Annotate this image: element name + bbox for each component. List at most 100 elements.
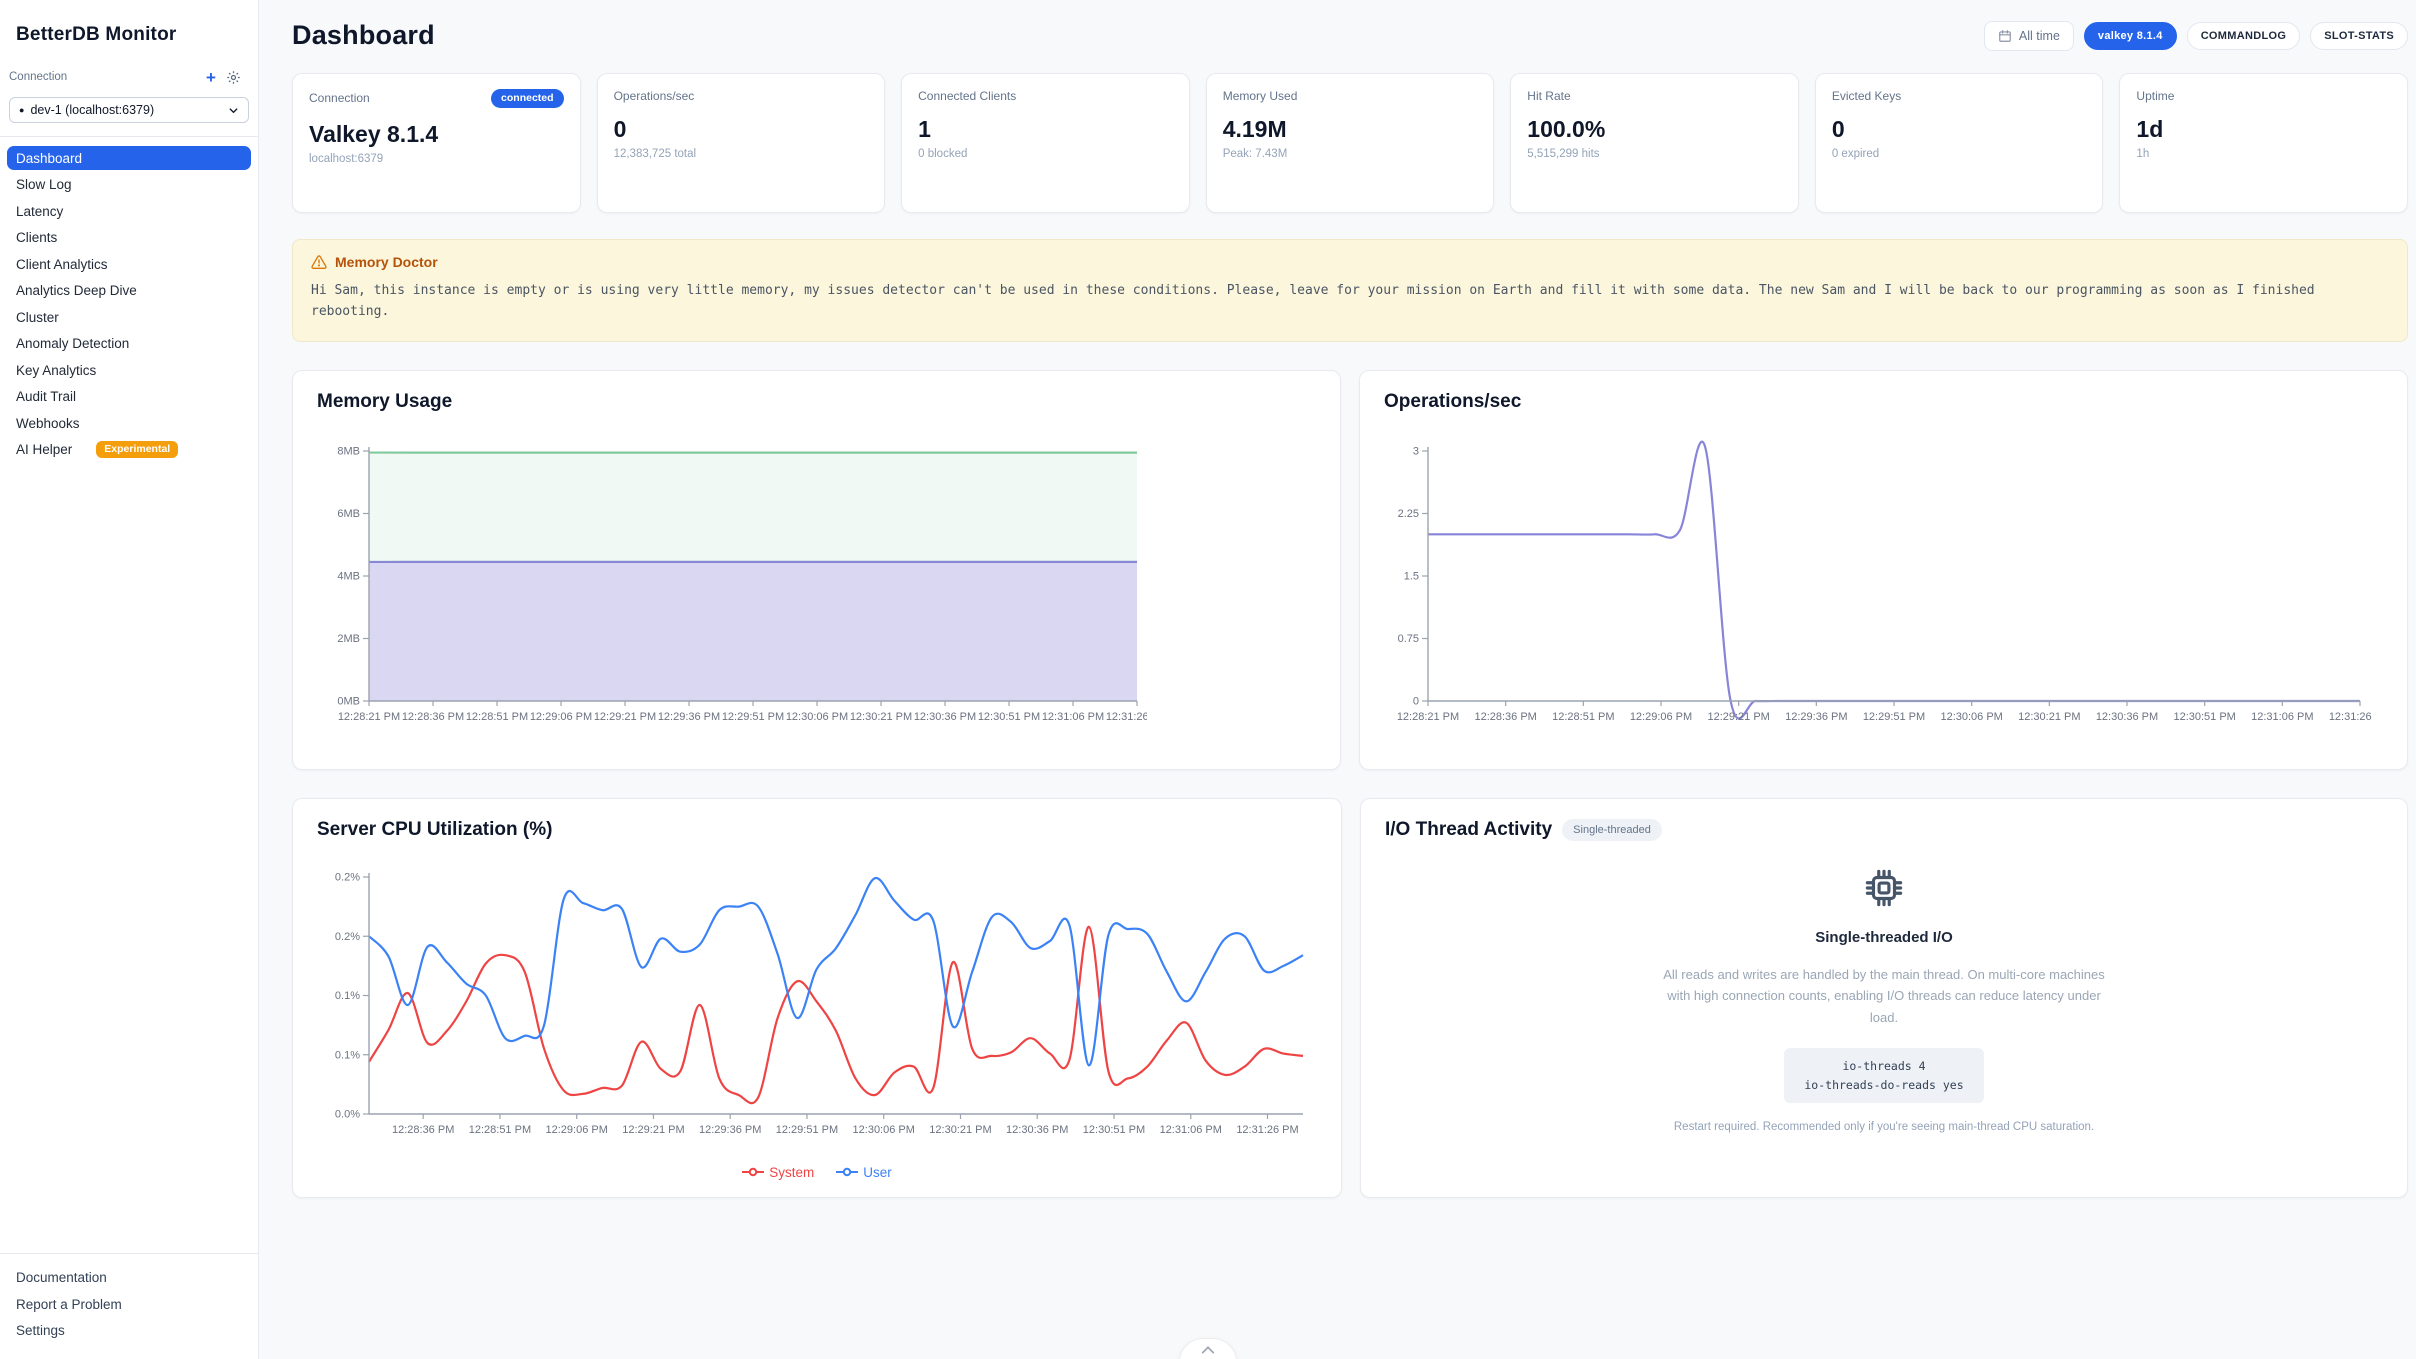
stat-sub: 5,515,299 hits (1527, 148, 1782, 160)
sidebar-item-ai-helper[interactable]: AI Helper Experimental (7, 438, 251, 462)
stat-label: Operations/sec (614, 89, 695, 103)
stat-card-evicted-keys: Evicted Keys 0 0 expired (1815, 73, 2104, 213)
slot-stats-pill[interactable]: SLOT-STATS (2310, 22, 2408, 50)
svg-text:12:29:06 PM: 12:29:06 PM (1630, 711, 1692, 723)
app-root: BetterDB Monitor Connection + ● dev-1 (l… (0, 0, 2416, 1359)
memory-doctor-title: Memory Doctor (335, 254, 438, 270)
connection-settings-button[interactable] (222, 66, 244, 88)
chevron-down-icon (228, 105, 239, 116)
connection-select[interactable]: ● dev-1 (localhost:6379) (9, 97, 249, 123)
stat-value: 1d (2136, 116, 2391, 143)
version-pill[interactable]: valkey 8.1.4 (2084, 22, 2177, 50)
stat-card-hit-rate: Hit Rate 100.0% 5,515,299 hits (1510, 73, 1799, 213)
stat-card-connection: Connection connected Valkey 8.1.4 localh… (292, 73, 581, 213)
svg-text:12:31:06 PM: 12:31:06 PM (1160, 1124, 1222, 1136)
svg-text:6MB: 6MB (337, 508, 360, 520)
sidebar-item-slow-log[interactable]: Slow Log (7, 173, 251, 197)
sidebar-item-clients[interactable]: Clients (7, 226, 251, 250)
svg-text:0MB: 0MB (337, 695, 360, 707)
sidebar-item-webhooks[interactable]: Webhooks (7, 411, 251, 435)
stat-value: 0 (614, 116, 869, 143)
svg-text:12:28:51 PM: 12:28:51 PM (469, 1124, 531, 1136)
sidebar-item-label: Key Analytics (16, 363, 96, 378)
sidebar-item-key-analytics[interactable]: Key Analytics (7, 358, 251, 382)
sidebar: BetterDB Monitor Connection + ● dev-1 (l… (0, 0, 259, 1359)
operations-chart: 00.751.52.25312:28:21 PM12:28:36 PM12:28… (1384, 437, 2383, 742)
stat-card-connected-clients: Connected Clients 1 0 blocked (901, 73, 1190, 213)
cpu-utilization-title: Server CPU Utilization (%) (317, 819, 552, 841)
page-title: Dashboard (292, 20, 435, 51)
svg-text:12:30:06 PM: 12:30:06 PM (853, 1124, 915, 1136)
sidebar-item-label: Slow Log (16, 177, 72, 192)
svg-text:12:28:21 PM: 12:28:21 PM (1397, 711, 1459, 723)
sidebar-item-label: Client Analytics (16, 257, 108, 272)
sidebar-item-label: Dashboard (16, 151, 82, 166)
sidebar-item-audit-trail[interactable]: Audit Trail (7, 385, 251, 409)
sidebar-item-dashboard[interactable]: Dashboard (7, 146, 251, 170)
svg-text:0.2%: 0.2% (335, 871, 360, 883)
io-paragraph: All reads and writes are handled by the … (1662, 964, 2107, 1028)
stat-value: Valkey 8.1.4 (309, 121, 564, 148)
legend-item-user[interactable]: User (836, 1165, 892, 1180)
io-heading: Single-threaded I/O (1815, 929, 1953, 946)
io-note: Restart required. Recommended only if yo… (1674, 1121, 2094, 1133)
stat-label: Hit Rate (1527, 89, 1570, 103)
time-range-button[interactable]: All time (1984, 21, 2074, 51)
sidebar-item-label: Cluster (16, 310, 59, 325)
svg-text:12:30:06 PM: 12:30:06 PM (1940, 711, 2002, 723)
memory-doctor-message: Hi Sam, this instance is empty or is usi… (311, 280, 2389, 323)
sidebar-item-analytics-deep-dive[interactable]: Analytics Deep Dive (7, 279, 251, 303)
svg-text:0.0%: 0.0% (335, 1108, 360, 1120)
stat-value: 1 (918, 116, 1173, 143)
svg-text:12:29:21 PM: 12:29:21 PM (594, 711, 656, 723)
stat-card-operations: Operations/sec 0 12,383,725 total (597, 73, 886, 213)
add-connection-button[interactable]: + (200, 66, 222, 88)
warning-icon (311, 254, 327, 270)
svg-text:12:30:51 PM: 12:30:51 PM (978, 711, 1040, 723)
svg-text:12:30:51 PM: 12:30:51 PM (1083, 1124, 1145, 1136)
cpu-utilization-chart: 0.0%0.1%0.1%0.2%0.2%12:28:36 PM12:28:51 … (317, 865, 1317, 1155)
io-config-code: io-threads 4 io-threads-do-reads yes (1784, 1048, 1983, 1103)
sidebar-item-label: Documentation (16, 1270, 107, 1285)
sidebar-item-settings[interactable]: Settings (7, 1319, 251, 1343)
svg-text:12:30:21 PM: 12:30:21 PM (2018, 711, 2080, 723)
memory-usage-title: Memory Usage (317, 391, 452, 413)
experimental-badge: Experimental (96, 441, 178, 458)
sidebar-item-report-a-problem[interactable]: Report a Problem (7, 1292, 251, 1316)
commandlog-pill[interactable]: COMMANDLOG (2187, 22, 2301, 50)
svg-text:12:30:36 PM: 12:30:36 PM (1006, 1124, 1068, 1136)
stat-label: Connected Clients (918, 89, 1016, 103)
legend-label: User (863, 1165, 892, 1180)
single-threaded-badge: Single-threaded (1562, 819, 1662, 841)
svg-text:12:29:21 PM: 12:29:21 PM (622, 1124, 684, 1136)
svg-text:0.2%: 0.2% (335, 931, 360, 943)
svg-text:12:31:26 PM: 12:31:26 PM (2329, 711, 2374, 723)
legend-label: System (769, 1165, 814, 1180)
header-actions: All time valkey 8.1.4 COMMANDLOG SLOT-ST… (1984, 21, 2408, 51)
sidebar-item-label: Settings (16, 1323, 65, 1338)
sidebar-item-cluster[interactable]: Cluster (7, 305, 251, 329)
time-range-label: All time (2019, 29, 2060, 43)
status-dot: ● (19, 105, 24, 115)
svg-text:12:31:26 PM: 12:31:26 PM (1106, 711, 1147, 723)
sidebar-item-documentation[interactable]: Documentation (7, 1266, 251, 1290)
svg-text:0.75: 0.75 (1398, 633, 1419, 645)
cpu-utilization-card: Server CPU Utilization (%) 0.0%0.1%0.1%0… (292, 798, 1342, 1198)
svg-text:12:28:36 PM: 12:28:36 PM (392, 1124, 454, 1136)
stat-label: Connection (309, 91, 370, 105)
stat-sub: 12,383,725 total (614, 148, 869, 160)
io-config-line2: io-threads-do-reads yes (1804, 1076, 1963, 1094)
stat-sub: Peak: 7.43M (1223, 148, 1478, 160)
sidebar-item-latency[interactable]: Latency (7, 199, 251, 223)
connected-badge: connected (491, 89, 564, 108)
sidebar-item-client-analytics[interactable]: Client Analytics (7, 252, 251, 276)
stat-sub: 0 expired (1832, 148, 2087, 160)
sidebar-item-label: Analytics Deep Dive (16, 283, 137, 298)
svg-text:0.1%: 0.1% (335, 1049, 360, 1061)
legend-line-icon (836, 1167, 858, 1177)
svg-text:12:31:26 PM: 12:31:26 PM (1236, 1124, 1298, 1136)
sidebar-item-anomaly-detection[interactable]: Anomaly Detection (7, 332, 251, 356)
svg-text:12:28:51 PM: 12:28:51 PM (1552, 711, 1614, 723)
memory-usage-chart: 0MB2MB4MB6MB8MB12:28:21 PM12:28:36 PM12:… (317, 437, 1316, 742)
legend-item-system[interactable]: System (742, 1165, 814, 1180)
